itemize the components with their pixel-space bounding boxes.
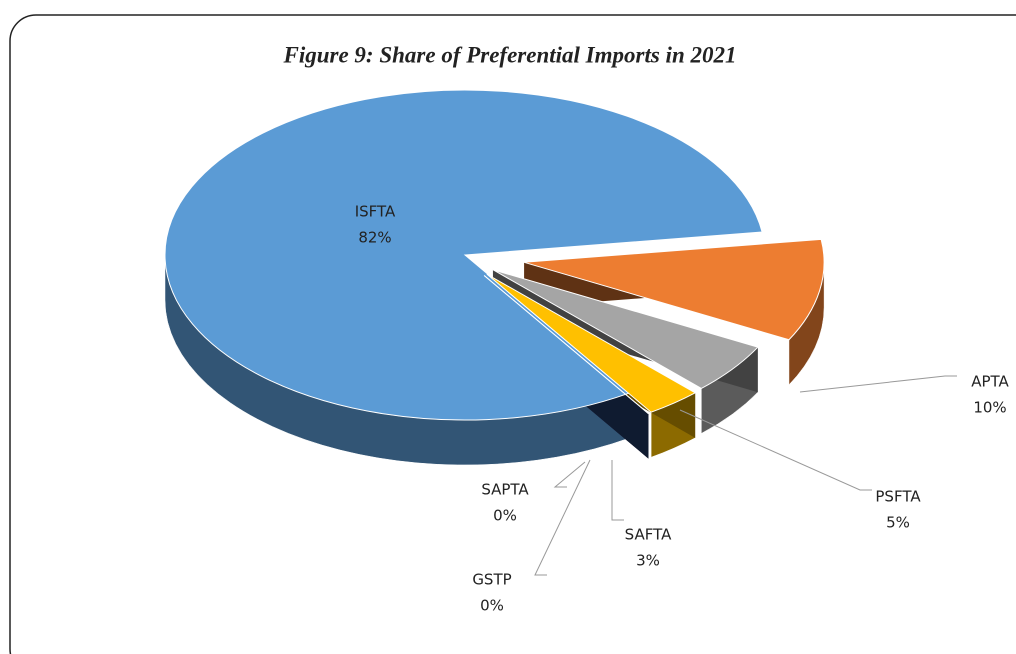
data-label-value: 82% <box>358 229 391 247</box>
data-label-name: SAFTA <box>625 526 672 544</box>
chart-title: Figure 9: Share of Preferential Imports … <box>282 42 736 67</box>
pie-slice <box>486 273 697 413</box>
data-label-name: APTA <box>971 373 1009 391</box>
data-label-name: GSTP <box>472 571 511 589</box>
leader-line <box>553 461 586 488</box>
data-label-value: 0% <box>493 507 517 525</box>
pie-slice <box>164 89 763 421</box>
leader-line <box>611 460 624 521</box>
data-label-value: 3% <box>636 552 660 570</box>
data-label-value: 5% <box>886 514 910 532</box>
data-label-name: PSFTA <box>875 488 921 506</box>
leader-line <box>679 409 872 491</box>
data-label-value: 10% <box>973 399 1006 417</box>
data-label-value: 0% <box>480 597 504 615</box>
data-label-name: ISFTA <box>355 203 396 221</box>
pie-slice <box>523 238 825 341</box>
leader-line <box>534 459 591 576</box>
data-label-name: SAPTA <box>481 481 529 499</box>
leader-line <box>799 375 957 393</box>
pie-slice <box>492 269 759 390</box>
